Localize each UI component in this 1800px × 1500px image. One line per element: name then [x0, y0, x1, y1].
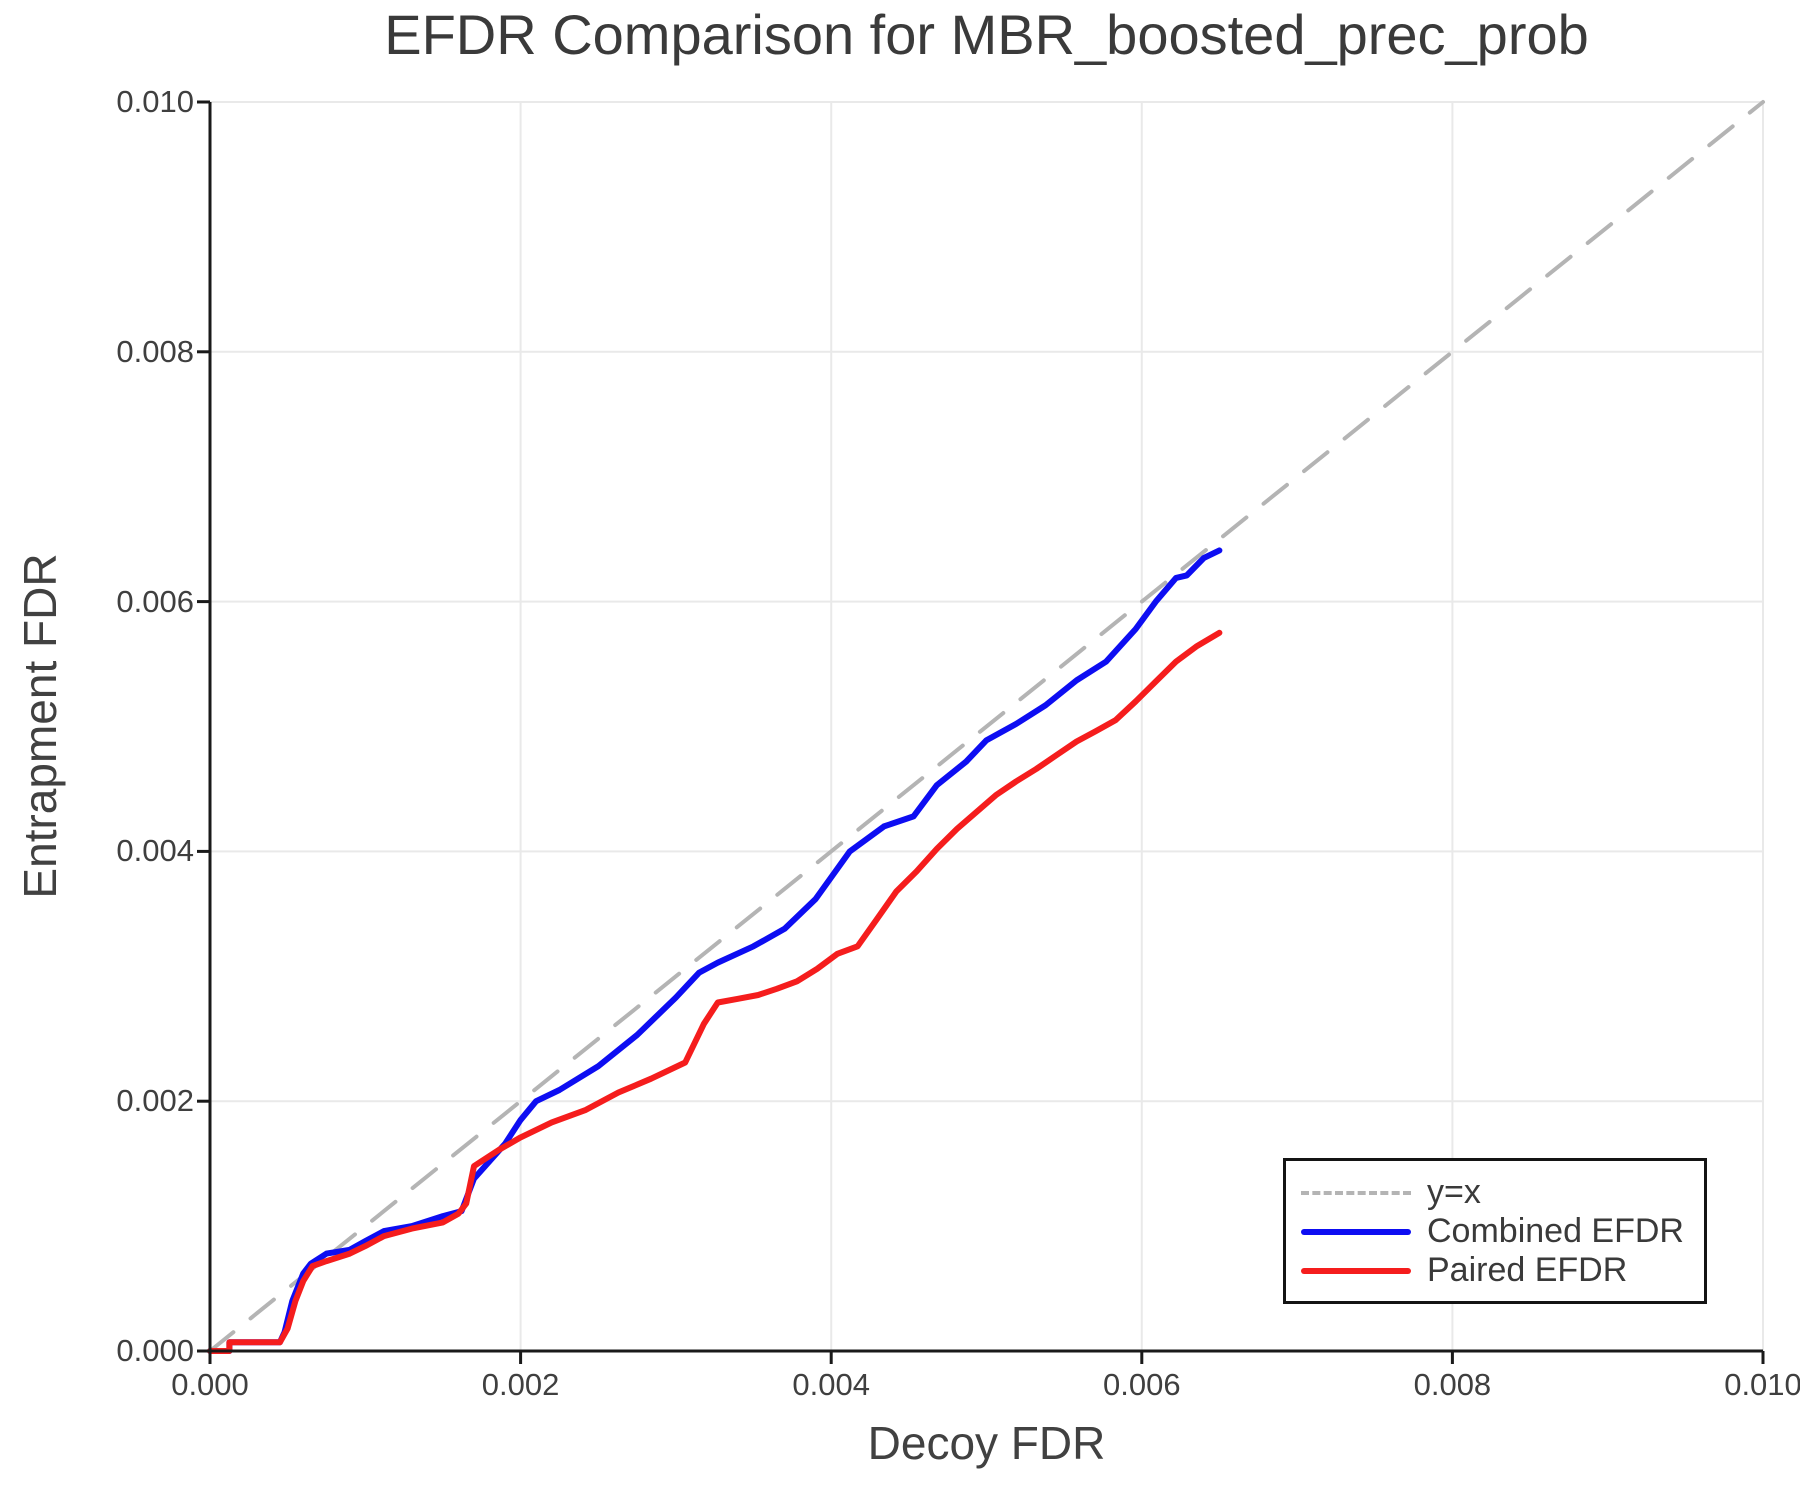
- series-line-y-x: [208, 100, 1765, 1353]
- legend-row: Combined EFDR: [1301, 1212, 1704, 1251]
- y-tick-label: 0.002: [116, 1083, 194, 1119]
- legend-swatch-solid: [1301, 1228, 1411, 1235]
- y-tick-label: 0.010: [116, 84, 194, 119]
- legend-row: y=x: [1301, 1173, 1704, 1212]
- series-line-paired-efdr: [207, 629, 1223, 1354]
- legend-swatch-dashed: [1301, 1190, 1411, 1195]
- legend-label: Paired EFDR: [1427, 1251, 1628, 1289]
- x-tick-label: 0.006: [1103, 1367, 1181, 1402]
- chart-title: EFDR Comparison for MBR_boosted_prec_pro…: [384, 3, 1589, 66]
- y-tick-label: 0.006: [116, 583, 194, 619]
- legend-label: y=x: [1427, 1173, 1481, 1211]
- x-tick-label: 0.000: [171, 1367, 249, 1402]
- legend-swatch-solid: [1301, 1267, 1411, 1274]
- x-tick-label: 0.010: [1724, 1367, 1800, 1402]
- x-tick-label: 0.002: [481, 1367, 560, 1402]
- series-line-combined-efdr: [207, 547, 1223, 1354]
- legend-row: Paired EFDR: [1301, 1251, 1704, 1290]
- legend-box: y=x Combined EFDR Paired EFDR: [1283, 1158, 1707, 1304]
- y-tick-label: 0.008: [116, 333, 194, 369]
- x-tick-label: 0.004: [792, 1367, 870, 1402]
- y-tick-label: 0.004: [116, 833, 194, 869]
- y-tick-label: 0.000: [116, 1333, 194, 1368]
- legend-label: Combined EFDR: [1427, 1212, 1684, 1250]
- x-axis-label: Decoy FDR: [867, 1417, 1106, 1469]
- x-tick-label: 0.008: [1413, 1367, 1492, 1402]
